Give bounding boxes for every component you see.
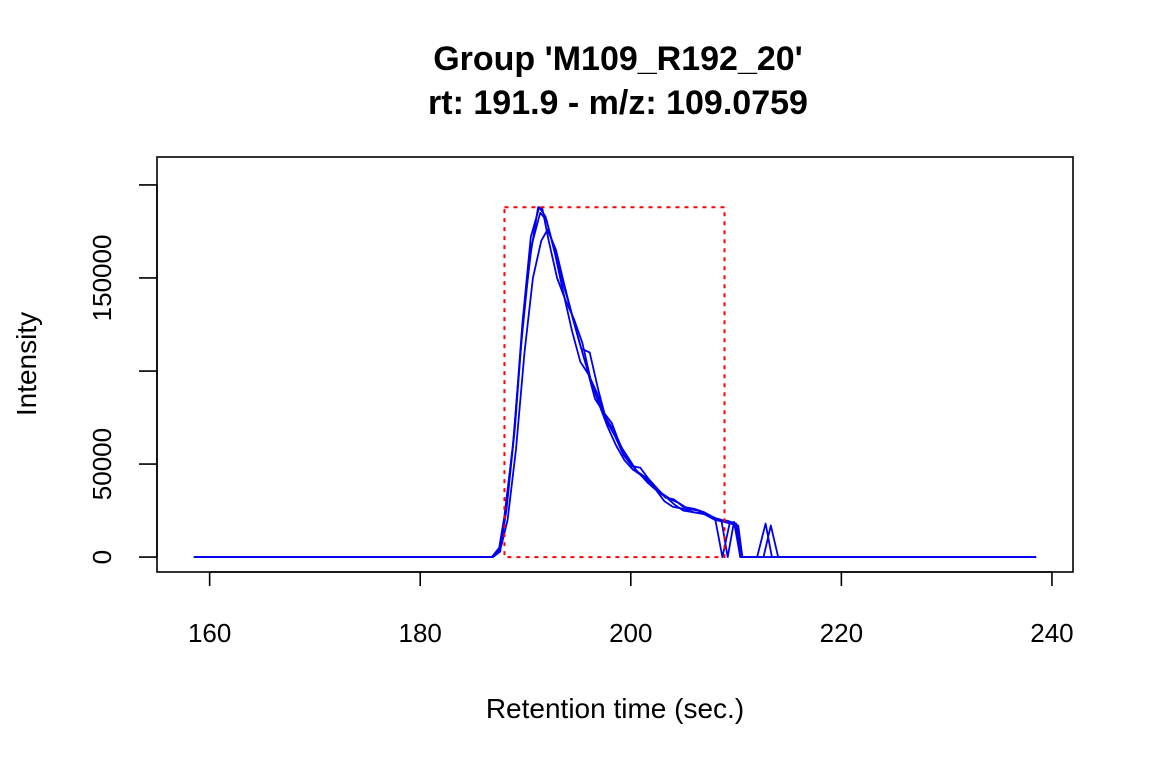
plot-area-frame [156,156,1074,573]
x-tick-label: 180 [399,618,442,648]
x-tick-label: 240 [1030,618,1073,648]
y-tick-label: 150000 [87,235,117,322]
x-tick-label: 160 [188,618,231,648]
y-tick-label: 50000 [87,428,117,500]
series-line-2 [193,211,1037,558]
x-axis-label: Retention time (sec.) [486,693,744,724]
chart-title: Group 'M109_R192_20' [433,40,803,78]
x-axis: 160 180 200 220 240 [188,571,1074,648]
y-axis-label: Intensity [11,312,42,416]
y-tick-label: 0 [87,550,117,564]
series-line-1 [193,206,1037,558]
y-axis: 0 50000 150000 [87,184,158,564]
x-tick-label: 200 [609,618,652,648]
chart-subtitle: rt: 191.9 - m/z: 109.0759 [428,84,808,122]
series-line-4 [193,206,1037,558]
series-line-3 [193,228,1037,558]
x-tick-label: 220 [820,618,863,648]
peak-boundary-rect [503,206,726,559]
series-layer [193,206,1037,558]
